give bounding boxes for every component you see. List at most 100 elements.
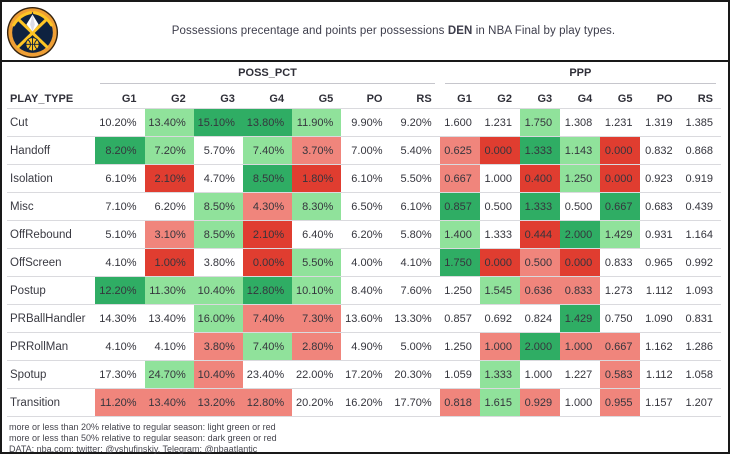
poss-pct-cell: 11.30%: [144, 276, 194, 305]
ppp-cell: 1.545: [479, 276, 520, 305]
legend-line-50pct: more or less than 50% relative to regula…: [9, 433, 277, 443]
poss-pct-cell: 1.00%: [144, 248, 194, 277]
play-type-label: Isolation: [7, 164, 96, 193]
ppp-cell: 1.308: [560, 108, 601, 137]
ppp-cell: 1.333: [479, 220, 520, 249]
ppp-cell: 0.833: [560, 276, 601, 305]
poss-pct-cell: 7.30%: [292, 304, 342, 333]
poss-pct-cell: 7.40%: [242, 304, 293, 333]
ppp-cell: 1.429: [600, 220, 641, 249]
table-row-prballhandler: PRBallHandler 14.30% 13.40% 16.00% 7.40% 7.30…: [7, 304, 721, 333]
ppp-cell: 0.965: [640, 248, 681, 277]
ppp-cell: 0.992: [680, 248, 721, 277]
poss-pct-cell: 5.50%: [292, 248, 342, 277]
poss-pct-cell: 5.00%: [390, 332, 440, 361]
ppp-cell: 1.058: [680, 360, 721, 389]
poss-pct-column-header-g3: G3: [220, 93, 235, 105]
ppp-cell: 0.667: [600, 332, 641, 361]
ppp-column-header-g1: G1: [457, 93, 472, 105]
ppp-cell: 0.439: [680, 192, 721, 221]
poss-pct-cell: 15.10%: [193, 108, 243, 137]
ppp-cell: 1.000: [560, 388, 601, 417]
ppp-column-header-g4: G4: [577, 93, 593, 105]
poss-pct-cell: 10.20%: [95, 108, 145, 137]
ppp-cell: 0.636: [519, 276, 561, 305]
play-type-label: OffRebound: [7, 220, 96, 249]
poss-pct-cell: 13.40%: [144, 304, 194, 333]
ppp-cell: 1.600: [439, 108, 480, 137]
poss-pct-cell: 6.10%: [341, 164, 391, 193]
poss-pct-cell: 7.60%: [390, 276, 440, 305]
group-header-poss-pct: POSS_PCT: [95, 63, 439, 84]
poss-pct-cell: 23.40%: [242, 360, 293, 389]
poss-pct-column-header-g1: G1: [121, 93, 137, 105]
poss-pct-cell: 11.90%: [292, 108, 342, 137]
ppp-cell: 0.750: [600, 304, 641, 333]
ppp-cell: 1.319: [640, 108, 681, 137]
ppp-cell: 1.333: [519, 192, 561, 221]
team-name: DEN: [447, 25, 473, 37]
ppp-cell: 0.683: [640, 192, 681, 221]
ppp-cell: 0.500: [519, 248, 561, 277]
poss-pct-cell: 17.20%: [341, 360, 391, 389]
title-text: Possessions precentage and points per po…: [171, 25, 448, 37]
ppp-cell: 1.429: [560, 304, 601, 333]
poss-pct-cell: 4.30%: [242, 192, 293, 221]
poss-pct-cell: 9.90%: [341, 108, 391, 137]
play-type-column-header: PLAY_TYPE: [10, 93, 74, 105]
poss-pct-cell: 8.50%: [242, 164, 293, 193]
table-row-misc: Misc 7.10% 6.20% 8.50% 4.30% 8.30% 6.50% 6.10% 0…: [7, 192, 721, 221]
poss-pct-cell: 7.00%: [341, 136, 391, 165]
poss-pct-cell: 8.30%: [292, 192, 342, 221]
ppp-cell: 1.112: [640, 360, 681, 389]
ppp-cell: 2.000: [560, 220, 601, 249]
ppp-cell: 0.833: [600, 248, 641, 277]
poss-pct-cell: 2.80%: [292, 332, 342, 361]
ppp-cell: 0.500: [479, 192, 520, 221]
ppp-cell: 0.857: [439, 192, 480, 221]
column-header-row: PLAY_TYPE G1 G2 G3 G4 G5 PO RS G1 G2 G3 G4 G5 PO RS: [7, 84, 721, 109]
poss-pct-cell: 7.40%: [242, 136, 293, 165]
table-row-spotup: Spotup 17.30% 24.70% 10.40% 23.40% 22.00% 17.2…: [7, 360, 721, 389]
poss-pct-cell: 6.20%: [341, 220, 391, 249]
poss-pct-cell: 6.20%: [144, 192, 194, 221]
ppp-cell: 0.000: [560, 248, 601, 277]
ppp-cell: 1.207: [680, 388, 721, 417]
group-header-row: POSS_PCT PPP: [7, 63, 721, 84]
poss-pct-cell: 17.70%: [390, 388, 440, 417]
ppp-cell: 1.250: [439, 276, 480, 305]
ppp-cell: 0.824: [519, 304, 561, 333]
ppp-cell: 1.231: [600, 108, 641, 137]
ppp-cell: 0.919: [680, 164, 721, 193]
ppp-cell: 2.000: [519, 332, 561, 361]
footer-notes: more or less than 20% relative to regula…: [2, 417, 728, 455]
poss-pct-cell: 3.10%: [144, 220, 194, 249]
ppp-cell: 0.000: [479, 248, 520, 277]
poss-pct-column-header-po: PO: [366, 93, 383, 105]
poss-pct-cell: 16.00%: [193, 304, 243, 333]
play-type-label: Spotup: [7, 360, 96, 389]
poss-pct-cell: 7.40%: [242, 332, 293, 361]
poss-pct-cell: 4.00%: [341, 248, 391, 277]
ppp-cell: 0.931: [640, 220, 681, 249]
ppp-cell: 0.667: [600, 192, 641, 221]
poss-pct-cell: 12.80%: [242, 276, 293, 305]
ppp-cell: 1.750: [439, 248, 480, 277]
ppp-cell: 0.400: [519, 164, 561, 193]
table-row-isolation: Isolation 6.10% 2.10% 4.70% 8.50% 1.80% 6.10% 5…: [7, 164, 721, 193]
poss-pct-cell: 4.10%: [95, 332, 145, 361]
poss-pct-cell: 13.40%: [144, 108, 194, 137]
poss-pct-column-header-rs: RS: [416, 93, 432, 105]
ppp-cell: 1.615: [479, 388, 520, 417]
poss-pct-cell: 11.20%: [95, 388, 145, 417]
ppp-cell: 0.625: [439, 136, 480, 165]
title-suffix-text: in NBA Final by play types.: [472, 25, 616, 37]
poss-pct-cell: 13.60%: [341, 304, 391, 333]
ppp-cell: 1.400: [439, 220, 480, 249]
poss-pct-cell: 8.40%: [341, 276, 391, 305]
poss-pct-cell: 2.10%: [144, 164, 194, 193]
poss-pct-cell: 20.30%: [390, 360, 440, 389]
ppp-column-header-g2: G2: [497, 93, 512, 105]
poss-pct-cell: 13.40%: [144, 388, 194, 417]
poss-pct-cell: 13.20%: [193, 388, 243, 417]
